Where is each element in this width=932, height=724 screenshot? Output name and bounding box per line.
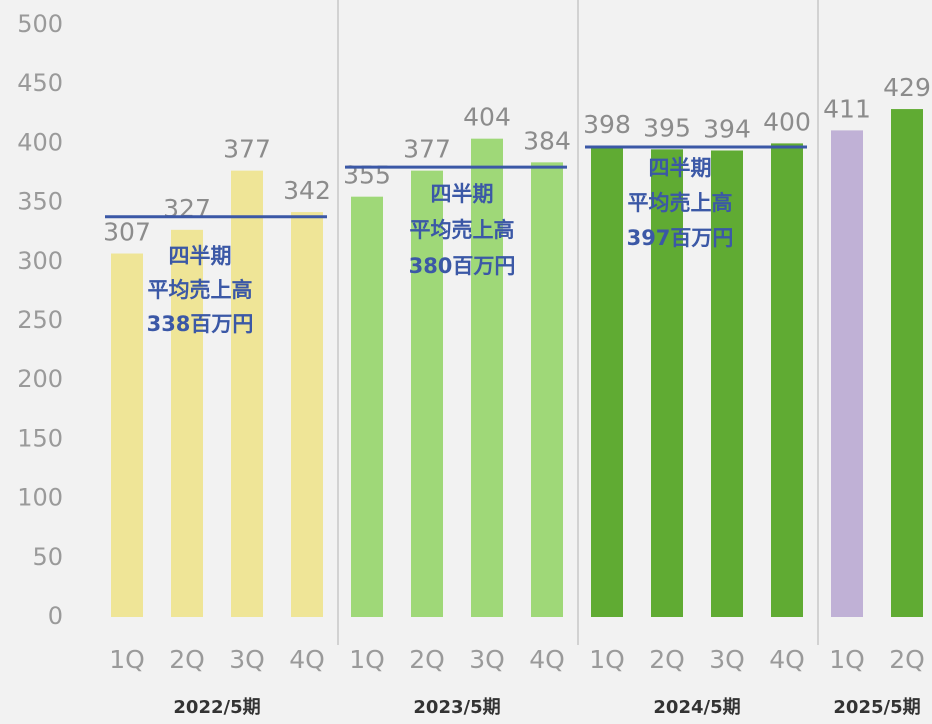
value-label: 395 [643,113,691,142]
y-tick-label: 500 [17,10,63,38]
y-tick-label: 100 [17,484,63,512]
y-tick-label: 450 [17,69,63,97]
annotation: 338百万円 [147,312,254,336]
group-label: 2025/5期 [833,697,920,718]
value-label: 377 [403,135,451,164]
x-tick-label: 1Q [109,645,145,674]
x-tick-label: 2Q [889,645,925,674]
bar [351,196,383,617]
bar [411,170,443,617]
x-tick-label: 2Q [649,645,685,674]
annotation: 平均売上高 [628,191,733,215]
value-label: 307 [103,218,151,247]
bar [831,130,863,617]
bar [651,149,683,617]
value-label: 355 [343,161,391,190]
bar [711,150,743,617]
y-tick-label: 400 [17,128,63,156]
value-label: 327 [163,194,211,223]
annotation: 四半期 [649,156,712,180]
y-tick-label: 0 [48,602,63,630]
bar [291,212,323,617]
value-label: 400 [763,107,811,136]
y-tick-label: 150 [17,424,63,452]
x-tick-label: 1Q [589,645,625,674]
x-tick-label: 3Q [229,645,265,674]
x-tick-label: 1Q [829,645,865,674]
group-label: 2023/5期 [413,697,500,718]
bar [231,170,263,617]
bar [471,138,503,617]
y-tick-label: 50 [32,543,63,571]
value-label: 411 [823,94,871,123]
bar [111,253,143,617]
annotation: 四半期 [431,182,494,206]
bar [591,145,623,617]
bar [171,229,203,617]
x-tick-label: 1Q [349,645,385,674]
annotation: 四半期 [169,244,232,268]
x-tick-label: 4Q [529,645,565,674]
value-label: 404 [463,103,511,132]
bar [531,162,563,617]
annotation: 平均売上高 [410,218,515,242]
x-tick-label: 4Q [769,645,805,674]
annotation: 397百万円 [627,226,734,250]
bar [891,109,923,618]
y-tick-label: 350 [17,188,63,216]
value-label: 377 [223,135,271,164]
x-tick-label: 2Q [409,645,445,674]
value-label: 394 [703,115,751,144]
x-tick-label: 3Q [469,645,505,674]
annotation: 380百万円 [409,254,516,278]
y-tick-label: 250 [17,306,63,334]
x-tick-label: 3Q [709,645,745,674]
value-label: 342 [283,176,331,205]
value-label: 384 [523,126,571,155]
value-label: 398 [583,110,631,139]
bar [771,143,803,617]
annotation: 平均売上高 [148,278,253,302]
value-label: 429 [883,73,931,102]
x-tick-label: 4Q [289,645,325,674]
y-tick-label: 200 [17,365,63,393]
group-label: 2022/5期 [173,697,260,718]
group-label: 2024/5期 [653,697,740,718]
x-tick-label: 2Q [169,645,205,674]
y-tick-label: 300 [17,247,63,275]
